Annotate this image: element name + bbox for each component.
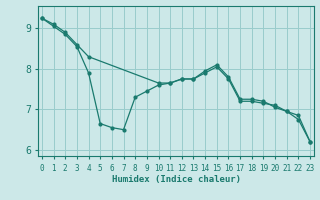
X-axis label: Humidex (Indice chaleur): Humidex (Indice chaleur) <box>111 175 241 184</box>
